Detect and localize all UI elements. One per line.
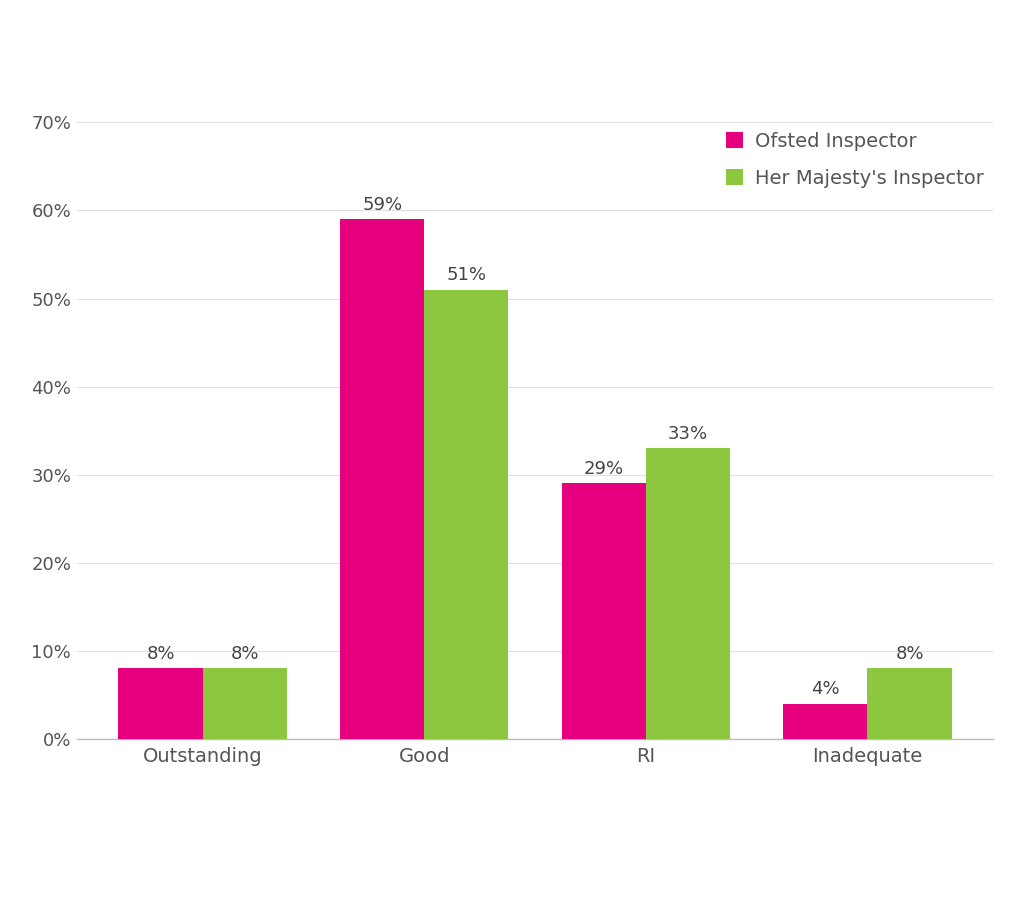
Bar	[783, 704, 867, 739]
Text: 33%: 33%	[668, 425, 708, 443]
Text: 8%: 8%	[895, 645, 924, 663]
Text: 8%: 8%	[146, 645, 175, 663]
Text: 29%: 29%	[584, 460, 624, 478]
Bar	[340, 219, 424, 739]
Bar	[119, 669, 203, 739]
Bar	[867, 669, 951, 739]
Text: 8%: 8%	[230, 645, 259, 663]
Text: 4%: 4%	[811, 681, 840, 699]
Text: 51%: 51%	[446, 266, 486, 284]
Bar	[203, 669, 287, 739]
Bar	[646, 449, 730, 739]
Text: 59%: 59%	[362, 196, 402, 214]
Bar	[424, 289, 509, 739]
Bar	[561, 484, 646, 739]
Text: Notes: Source = Bokhove, Jerrim and Sims (2022: Appendix Table F3b). Estimates a: Notes: Source = Bokhove, Jerrim and Sims…	[15, 789, 807, 866]
Text: Figure 2. The overall effectiveness judgements awarded by HMIs and OIs to
primar: Figure 2. The overall effectiveness judg…	[15, 25, 725, 69]
Legend: Ofsted Inspector, Her Majesty's Inspector: Ofsted Inspector, Her Majesty's Inspecto…	[726, 132, 984, 188]
